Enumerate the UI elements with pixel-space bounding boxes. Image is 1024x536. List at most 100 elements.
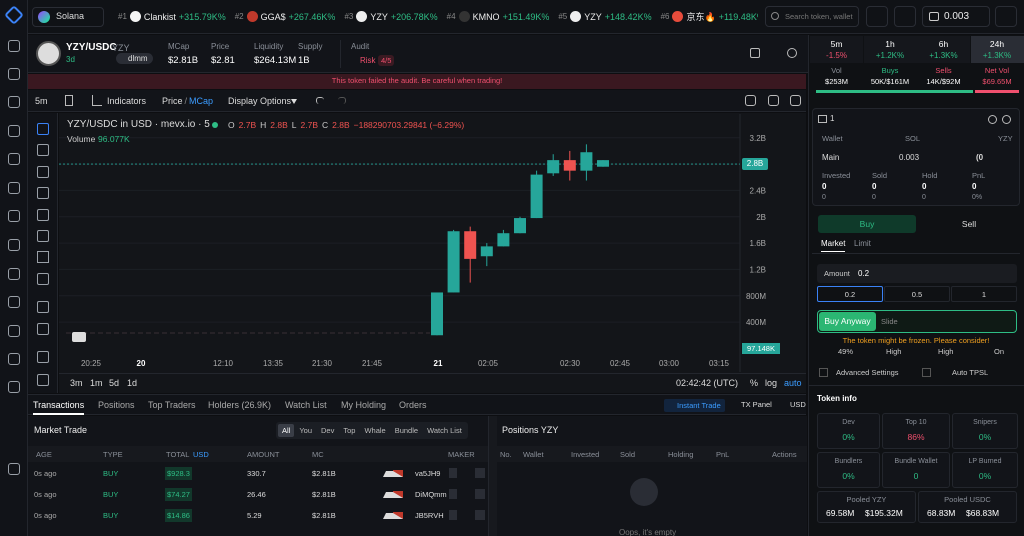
log-toggle[interactable]: log	[765, 378, 778, 388]
share-icon[interactable]	[787, 48, 797, 58]
sidebar-icon[interactable]	[8, 182, 20, 194]
advanced-settings[interactable]: Advanced Settings	[836, 368, 899, 377]
trending-item[interactable]: #3 YZY +206.78K%	[344, 10, 438, 23]
trending-item[interactable]: #5 YZY +148.42K%	[558, 10, 652, 23]
drawing-tool[interactable]	[37, 144, 49, 156]
auto-toggle[interactable]: auto	[784, 378, 802, 388]
filter[interactable]: Bundle	[394, 426, 419, 435]
sell-tab-label[interactable]: Sell	[961, 219, 977, 229]
range-option[interactable]: 1m	[90, 378, 103, 388]
maker-actions[interactable]	[449, 489, 485, 499]
sidebar-icon[interactable]	[8, 325, 20, 337]
icon-button[interactable]	[894, 6, 916, 27]
wallet-icon[interactable]	[988, 115, 997, 124]
drawing-tool[interactable]	[37, 166, 49, 178]
tab[interactable]: Holders (26.9K)	[208, 400, 272, 410]
drawing-tool[interactable]	[37, 230, 49, 242]
filter[interactable]: Whale	[364, 426, 386, 435]
preset-button[interactable]	[951, 286, 1017, 302]
period-tab[interactable]	[863, 36, 917, 63]
sidebar-icon[interactable]	[8, 125, 20, 137]
filter[interactable]: Dev	[321, 426, 335, 435]
sidebar-icon[interactable]	[8, 239, 20, 251]
drawing-tool[interactable]	[37, 187, 49, 199]
candle-type-icon[interactable]	[65, 95, 73, 106]
sidebar-icon[interactable]	[8, 463, 20, 475]
icon-button[interactable]	[995, 6, 1017, 27]
tx-panel[interactable]: TX Panel	[741, 400, 772, 409]
buy-anyway[interactable]: Buy Anyway	[819, 312, 876, 331]
drawing-tool[interactable]	[37, 374, 49, 386]
search-box[interactable]	[765, 6, 859, 27]
preset-button[interactable]	[884, 286, 950, 302]
drawing-tool[interactable]	[37, 273, 49, 285]
percent-toggle[interactable]: %	[750, 378, 759, 388]
sidebar-icon[interactable]	[8, 153, 20, 165]
drawing-tool[interactable]	[37, 123, 49, 135]
favorite-icon[interactable]	[750, 48, 760, 58]
filter[interactable]: Watch List	[427, 426, 462, 435]
sidebar-icon[interactable]	[8, 268, 20, 280]
amount-input[interactable]	[817, 264, 1017, 283]
sidebar-icon[interactable]	[8, 296, 20, 308]
token-icon	[356, 11, 368, 22]
toolbar-icon[interactable]	[745, 95, 756, 106]
tab[interactable]: My Holding	[341, 400, 387, 410]
filter[interactable]: You	[299, 426, 312, 435]
trending-item[interactable]: #2 GGA$ +267.46K%	[235, 10, 335, 23]
tab[interactable]: Orders	[399, 400, 427, 410]
drawing-tool[interactable]	[37, 301, 49, 313]
maker[interactable]: JB5RVH	[415, 511, 444, 520]
sidebar-icon[interactable]	[8, 40, 20, 52]
trending-item[interactable]: #1 Clankist +315.79K%	[118, 10, 226, 23]
tab[interactable]: Top Traders	[148, 400, 196, 410]
redo[interactable]	[338, 97, 346, 104]
filter[interactable]: Top	[343, 426, 356, 435]
tab[interactable]: Watch List	[285, 400, 327, 410]
period-tab[interactable]	[810, 36, 863, 63]
range-option[interactable]: 3m	[70, 378, 83, 388]
indicators[interactable]: Indicators	[107, 96, 147, 106]
buy-tab[interactable]	[818, 215, 916, 233]
chain-select[interactable]	[32, 7, 104, 27]
period-tab[interactable]	[970, 36, 1024, 63]
maker[interactable]: DiMQmm	[415, 490, 447, 499]
maker[interactable]: va5JH9	[415, 469, 441, 478]
instant-trade[interactable]: Instant Trade	[664, 399, 725, 412]
range-option[interactable]: 1d	[127, 378, 138, 388]
wallet-icon[interactable]	[1002, 115, 1011, 124]
sidebar-icon[interactable]	[8, 96, 20, 108]
undo[interactable]	[316, 97, 324, 104]
drawing-tool[interactable]	[37, 209, 49, 221]
auto-tpsl[interactable]: Auto TPSL	[952, 368, 989, 377]
price-mcap[interactable]: Price / MCap	[162, 96, 213, 106]
period-tab[interactable]	[917, 36, 970, 63]
panel-collapse[interactable]	[488, 416, 497, 536]
icon-button[interactable]	[866, 6, 888, 27]
sidebar-icon[interactable]	[8, 68, 20, 80]
preset-button[interactable]	[817, 286, 883, 302]
toolbar-icon[interactable]	[768, 95, 779, 106]
trending-item[interactable]: #4 KMNO +151.49K%	[447, 10, 549, 23]
sidebar-icon[interactable]	[8, 353, 20, 365]
maker-actions[interactable]	[449, 468, 485, 478]
close-warning[interactable]	[793, 76, 799, 84]
toolbar-icon[interactable]	[790, 95, 801, 106]
maker-actions[interactable]	[449, 510, 485, 520]
market-tab[interactable]: Market	[821, 239, 846, 252]
trending-item[interactable]: #6 京东🔥+119.48K%	[661, 10, 758, 23]
sidebar-icon[interactable]	[8, 381, 20, 393]
wallet-button[interactable]	[922, 6, 990, 27]
drawing-tool[interactable]	[37, 323, 49, 335]
limit-tab[interactable]: Limit	[854, 239, 871, 248]
tab[interactable]: Transactions	[33, 400, 85, 415]
currency[interactable]: USD	[790, 400, 806, 409]
tab[interactable]: Positions	[98, 400, 135, 410]
drawing-tool[interactable]	[37, 251, 49, 263]
display-options[interactable]: Display Options	[228, 96, 292, 106]
range-option[interactable]: 5d	[109, 378, 120, 388]
interval[interactable]: 5m	[35, 96, 48, 106]
drawing-tool[interactable]	[37, 351, 49, 363]
sidebar-icon[interactable]	[8, 210, 20, 222]
filter[interactable]: All	[278, 424, 295, 437]
